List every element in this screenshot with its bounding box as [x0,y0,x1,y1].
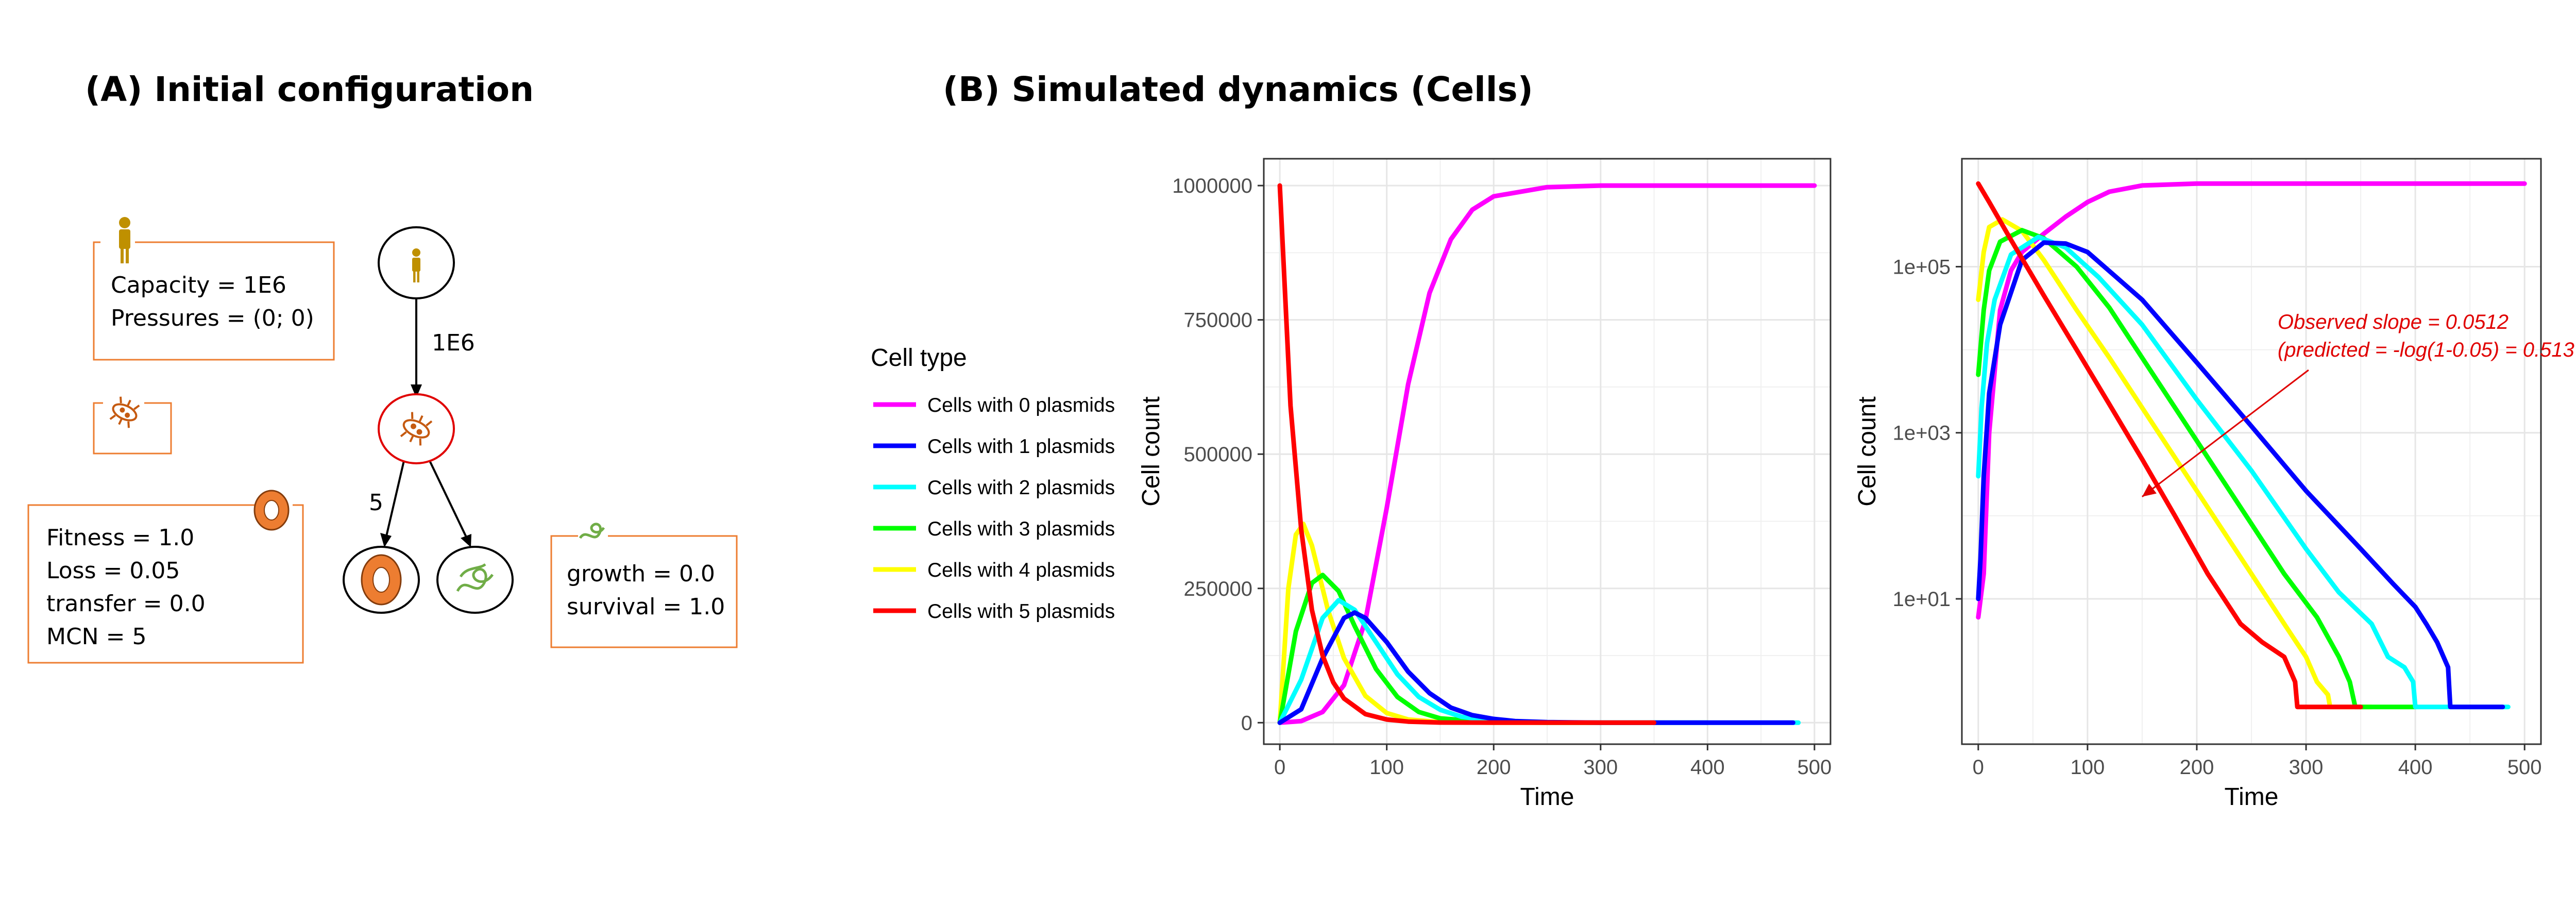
y-axis-title: Cell count [1854,396,1881,506]
x-tick-label: 400 [2398,756,2433,779]
x-tick-label: 0 [1973,756,1984,779]
phage-box-frame [550,535,738,648]
linear-chart: 0 100 200 300 400 500 0 250000 500000 750000 10000… [1138,158,1832,811]
edge-arrowhead-3 [461,534,471,547]
series-line [1976,181,2527,620]
plot-border [1263,158,1832,745]
host-node [378,226,455,299]
y-tick-label: 250000 [1184,578,1252,600]
annotation-line: (predicted = -log(1-0.05) = 0.513 [2278,339,2574,361]
series-line [1976,240,2505,710]
edge-arrowhead-2 [380,533,392,547]
phage-node-worm-icon [456,563,494,592]
edge-copies-label: 5 [369,490,383,516]
y-tick-label: 500000 [1184,443,1252,466]
y-tick-label: 1e+03 [1893,422,1951,445]
annotation-line: Observed slope = 0.0512 [2278,311,2509,333]
y-tick-label: 1e+05 [1893,256,1951,278]
bacterium-icon [109,396,140,428]
series-line [1976,234,2511,710]
y-tick-label: 750000 [1184,309,1252,332]
panel-b-title: (B) Simulated dynamics (Cells) [943,70,1533,109]
y-tick-label: 0 [1241,712,1252,734]
y-tick-label: 1000000 [1172,175,1252,197]
edge-bacterium-to-phage [428,458,467,538]
x-tick-label: 300 [2289,756,2324,779]
legend-label: Cells with 4 plasmids [927,559,1115,581]
legend-title: Cell type [871,344,967,372]
legend-label: Cells with 0 plasmids [927,394,1115,416]
edge-bacterium-to-plasmid [385,458,405,536]
host-person-icon [119,217,130,263]
x-tick-label: 400 [1690,756,1725,779]
host-box-frame [93,241,335,361]
x-tick-label: 100 [1369,756,1404,779]
series-line [1277,183,1656,725]
host-info-box: Capacity = 1E6 Pressures = (0; 0) [93,217,335,361]
plasmid-ring-icon [253,490,290,531]
bacterium-legend-box [93,396,172,455]
phage-worm-icon [579,523,605,539]
legend-label: Cells with 5 plasmids [927,600,1115,623]
plasmid-fitness-text: Fitness = 1.0 [46,525,194,551]
host-capacity-text: Capacity = 1E6 [111,272,286,298]
series-line [1976,228,2418,710]
annotation-arrowhead [2142,483,2157,497]
legend-items: Cells with 0 plasmids Cells with 1 plasmi… [873,394,1115,623]
phage-growth-text: growth = 0.0 [567,561,715,587]
series-line [1976,181,2363,710]
x-tick-label: 300 [1583,756,1618,779]
series-line [1976,217,2374,710]
phage-node [436,546,514,614]
edge-arrowhead-1 [411,384,422,398]
x-tick-label: 0 [1274,756,1285,779]
bacterium-node [378,393,455,464]
plasmid-transfer-text: transfer = 0.0 [46,591,206,617]
x-axis-title: Time [1520,783,1574,811]
legend-label: Cells with 2 plasmids [927,477,1115,499]
plot-border [1961,158,2542,745]
x-tick-label: 500 [1797,756,1832,779]
plasmid-node [343,546,420,614]
plasmid-info-box: Fitness = 1.0 Loss = 0.05 transfer = 0.0… [27,490,304,664]
plasmid-loss-text: Loss = 0.05 [46,558,180,584]
phage-survival-text: survival = 1.0 [567,594,725,620]
x-tick-label: 500 [2507,756,2542,779]
x-axis-title: Time [2225,783,2279,811]
panel-a: (A) Initial configuration Capacity = 1E6… [27,70,738,664]
y-tick-label: 1e+01 [1893,588,1951,611]
legend-label: Cells with 3 plasmids [927,518,1115,540]
slope-annotation: Observed slope = 0.0512 (predicted = -log… [2142,311,2574,497]
bacterium-node-icon [400,412,433,446]
x-tick-label: 100 [2071,756,2105,779]
panel-a-title: (A) Initial configuration [85,70,534,109]
bacterium-box-frame [93,402,172,455]
y-axis-title: Cell count [1138,396,1165,506]
x-tick-label: 200 [2180,756,2214,779]
network-diagram: 1E6 5 [343,226,514,614]
panel-b: (B) Simulated dynamics (Cells) Cell type… [871,70,2574,811]
annotation-arrow [2142,369,2309,497]
x-tick-label: 200 [1477,756,1511,779]
phage-info-box: growth = 0.0 survival = 1.0 [550,523,738,648]
legend-label: Cells with 1 plasmids [927,435,1115,458]
series-line [1277,183,1817,725]
plasmid-box-frame [27,504,304,664]
host-node-person-icon [412,248,420,282]
plasmid-mcn-text: MCN = 5 [46,624,146,650]
series-group [1976,181,2527,710]
series-group [1277,183,1817,725]
log-chart: 0 100 200 300 400 500 1e+01 1e+03 1e+05 Time Cell … [1854,158,2574,811]
host-pressures-text: Pressures = (0; 0) [111,305,314,331]
edge-capacity-label: 1E6 [432,330,475,356]
